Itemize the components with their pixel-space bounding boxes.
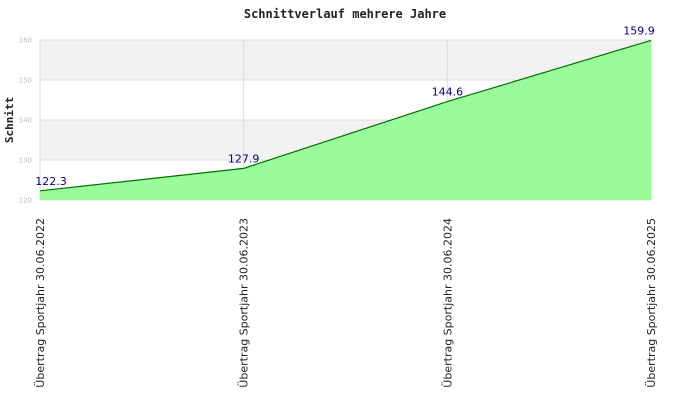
series-line — [39, 39, 652, 192]
y-tick-label: 160 — [19, 37, 32, 45]
x-tick-labels: Übertrag Sportjahr 30.06.2022 Übertrag Sp… — [34, 218, 658, 388]
x-tick-label: Übertrag Sportjahr 30.06.2025 — [645, 218, 658, 388]
series-area-fill — [40, 40, 651, 201]
data-labels: 122.3 127.9 144.6 159.9 — [35, 24, 655, 187]
y-axis-label: Schnitt — [3, 97, 16, 143]
data-label: 122.3 — [35, 175, 67, 188]
data-label: 159.9 — [623, 24, 655, 37]
y-tick-label: 140 — [19, 117, 32, 125]
series-area-layer — [39, 39, 652, 201]
y-tick-label: 130 — [19, 157, 32, 165]
chart-title: Schnittverlauf mehrere Jahre — [244, 7, 446, 21]
x-tick-label: Übertrag Sportjahr 30.06.2022 — [34, 218, 47, 388]
y-tick-labels: 120 130 140 150 160 — [19, 37, 32, 205]
x-tick-label: Übertrag Sportjahr 30.06.2023 — [238, 218, 251, 388]
y-tick-label: 120 — [19, 197, 32, 205]
y-tick-label: 150 — [19, 77, 32, 85]
data-label: 127.9 — [228, 152, 260, 165]
x-tick-label: Übertrag Sportjahr 30.06.2024 — [441, 218, 454, 388]
data-label: 144.6 — [432, 86, 464, 99]
